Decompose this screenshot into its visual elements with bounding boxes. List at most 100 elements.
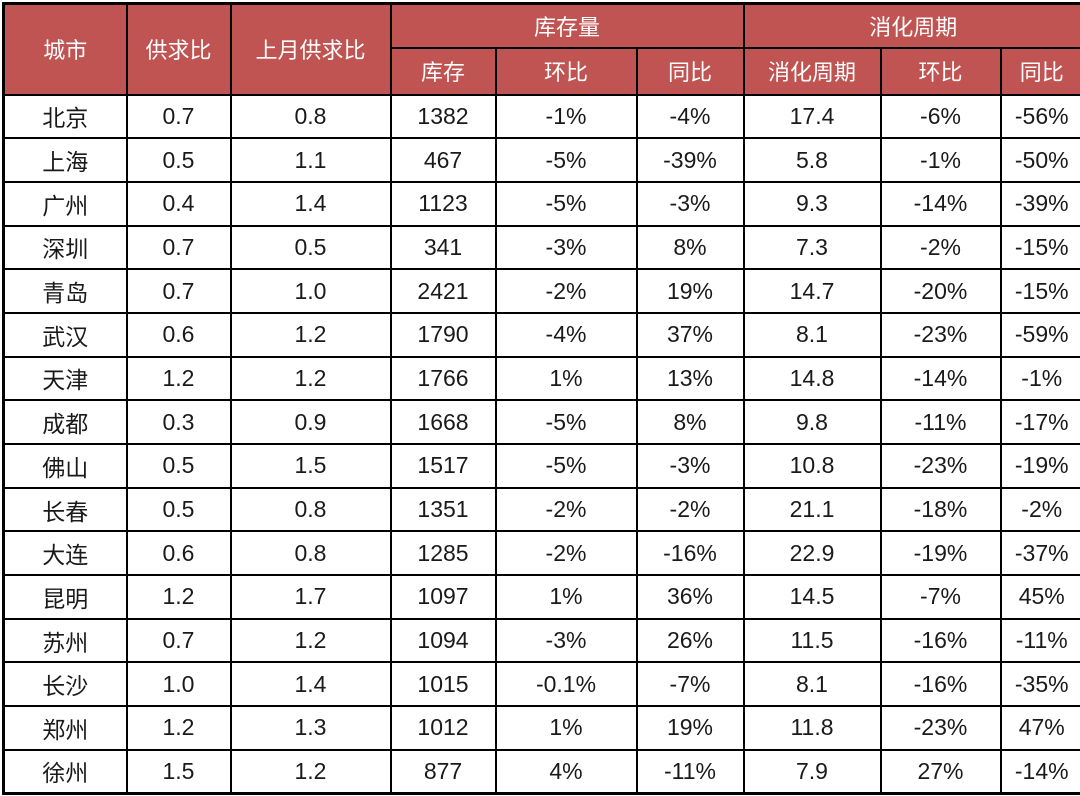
cell-inventory_yoy: 8%	[635, 224, 745, 271]
col-header-digestion-period: 消化周期	[742, 46, 882, 96]
cell-inventory_mom: -3%	[494, 224, 638, 271]
table-row: 青岛 0.7 1.0 2421 -2% 19% 14.7 -20% -15%	[2, 268, 1080, 314]
cell-supply_demand_ratio: 0.6	[125, 530, 232, 577]
cell-digestion_period: 7.9	[742, 748, 882, 795]
table-row: 成都 0.3 0.9 1668 -5% 8% 9.8 -11% -17%	[2, 399, 1080, 445]
col-group-inventory: 库存量	[389, 2, 745, 49]
cell-supply_demand_ratio: 1.2	[125, 705, 232, 751]
cell-inventory_mom: -0.1%	[494, 661, 638, 708]
cell-digestion_mom: -11%	[879, 399, 1002, 445]
cell-supply_demand_ratio: 0.5	[125, 443, 232, 489]
cell-inventory_mom: 1%	[494, 574, 638, 620]
cell-digestion_mom: -1%	[879, 137, 1002, 183]
cell-supply_demand_ratio: 0.7	[125, 93, 232, 140]
cell-digestion_period: 5.8	[742, 137, 882, 183]
cell-inventory: 341	[389, 224, 497, 271]
table-row: 北京 0.7 0.8 1382 -1% -4% 17.4 -6% -56%	[2, 93, 1080, 140]
table-row: 天津 1.2 1.2 1766 1% 13% 14.8 -14% -1%	[2, 355, 1080, 402]
cell-inventory_mom: -2%	[494, 530, 638, 577]
cell-last_month_ratio: 1.7	[229, 574, 392, 620]
cell-digestion_yoy: -59%	[999, 311, 1080, 358]
cell-inventory_mom: -5%	[494, 137, 638, 183]
cell-inventory_yoy: -2%	[635, 486, 745, 533]
table-row: 徐州 1.5 1.2 877 4% -11% 7.9 27% -14%	[2, 748, 1080, 795]
cell-inventory: 1766	[389, 355, 497, 402]
cell-city: 徐州	[2, 748, 128, 795]
cell-supply_demand_ratio: 1.2	[125, 574, 232, 620]
cell-digestion_yoy: -15%	[999, 224, 1080, 271]
cell-inventory: 2421	[389, 268, 497, 314]
cell-inventory_yoy: -3%	[635, 180, 745, 227]
cell-inventory_yoy: -11%	[635, 748, 745, 795]
cell-city: 成都	[2, 399, 128, 445]
cell-digestion_period: 7.3	[742, 224, 882, 271]
cell-digestion_mom: -23%	[879, 443, 1002, 489]
cell-inventory: 1517	[389, 443, 497, 489]
cell-inventory_mom: 1%	[494, 355, 638, 402]
table-row: 深圳 0.7 0.5 341 -3% 8% 7.3 -2% -15%	[2, 224, 1080, 271]
cell-inventory_yoy: 37%	[635, 311, 745, 358]
header-sub-row: 库存 环比 同比 消化周期 环比 同比	[4, 46, 1080, 96]
cell-digestion_mom: -2%	[879, 224, 1002, 271]
cell-digestion_period: 9.3	[742, 180, 882, 227]
cell-supply_demand_ratio: 0.7	[125, 617, 232, 664]
cell-last_month_ratio: 1.4	[229, 661, 392, 708]
col-header-inventory-mom: 环比	[494, 46, 638, 96]
cell-digestion_mom: -23%	[879, 311, 1002, 358]
cell-digestion_period: 17.4	[742, 93, 882, 140]
cell-city: 北京	[2, 93, 128, 140]
cell-inventory_yoy: 19%	[635, 268, 745, 314]
cell-city: 佛山	[2, 443, 128, 489]
cell-inventory_mom: -5%	[494, 443, 638, 489]
cell-digestion_mom: -16%	[879, 617, 1002, 664]
cell-inventory: 1097	[389, 574, 497, 620]
cell-inventory_yoy: 19%	[635, 705, 745, 751]
table-header: 城市 供求比 上月供求比 库存量 消化周期 库存 环比 同比 消化周期 环比 同…	[2, 2, 1080, 96]
cell-last_month_ratio: 1.0	[229, 268, 392, 314]
cell-last_month_ratio: 0.9	[229, 399, 392, 445]
cell-inventory: 1668	[389, 399, 497, 445]
col-header-supply-demand-ratio: 供求比	[125, 2, 232, 96]
cell-inventory: 1015	[389, 661, 497, 708]
cell-digestion_yoy: 45%	[999, 574, 1080, 620]
table-row: 上海 0.5 1.1 467 -5% -39% 5.8 -1% -50%	[2, 137, 1080, 183]
cell-city: 广州	[2, 180, 128, 227]
cell-digestion_mom: -16%	[879, 661, 1002, 708]
cell-digestion_period: 11.5	[742, 617, 882, 664]
cell-digestion_period: 8.1	[742, 661, 882, 708]
cell-inventory_mom: -3%	[494, 617, 638, 664]
cell-digestion_period: 14.7	[742, 268, 882, 314]
table-row: 长沙 1.0 1.4 1015 -0.1% -7% 8.1 -16% -35%	[2, 661, 1080, 708]
cell-digestion_yoy: -35%	[999, 661, 1080, 708]
col-header-last-month-ratio: 上月供求比	[229, 2, 392, 96]
col-header-digestion-yoy: 同比	[999, 46, 1080, 96]
cell-inventory_mom: 4%	[494, 748, 638, 795]
cell-city: 大连	[2, 530, 128, 577]
cell-city: 天津	[2, 355, 128, 402]
cell-city: 郑州	[2, 705, 128, 751]
cell-inventory: 1285	[389, 530, 497, 577]
cell-inventory_yoy: 8%	[635, 399, 745, 445]
cell-digestion_mom: -19%	[879, 530, 1002, 577]
cell-supply_demand_ratio: 0.5	[125, 137, 232, 183]
cell-supply_demand_ratio: 0.6	[125, 311, 232, 358]
cell-last_month_ratio: 1.2	[229, 617, 392, 664]
col-header-inventory: 库存	[389, 46, 497, 96]
cell-digestion_period: 11.8	[742, 705, 882, 751]
col-header-inventory-yoy: 同比	[635, 46, 745, 96]
cell-inventory: 1094	[389, 617, 497, 664]
cell-digestion_yoy: -2%	[999, 486, 1080, 533]
cell-last_month_ratio: 0.8	[229, 530, 392, 577]
cell-inventory: 1351	[389, 486, 497, 533]
cell-last_month_ratio: 1.3	[229, 705, 392, 751]
cell-digestion_mom: -7%	[879, 574, 1002, 620]
cell-inventory: 877	[389, 748, 497, 795]
cell-city: 上海	[2, 137, 128, 183]
cell-digestion_period: 9.8	[742, 399, 882, 445]
cell-inventory_mom: -1%	[494, 93, 638, 140]
cell-digestion_yoy: -11%	[999, 617, 1080, 664]
cell-inventory: 1790	[389, 311, 497, 358]
cell-digestion_yoy: -17%	[999, 399, 1080, 445]
cell-city: 武汉	[2, 311, 128, 358]
cell-inventory_yoy: 36%	[635, 574, 745, 620]
